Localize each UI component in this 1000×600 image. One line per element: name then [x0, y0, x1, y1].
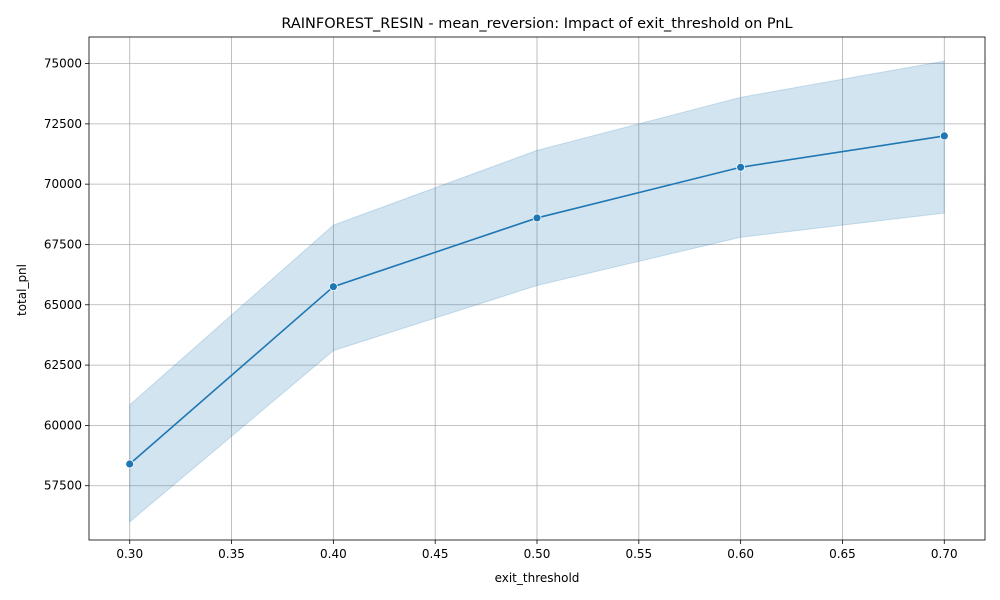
data-point [532, 213, 542, 223]
y-tick-label: 72500 [44, 117, 82, 131]
y-tick-label: 60000 [44, 418, 82, 432]
x-tick-label: 0.35 [218, 547, 245, 561]
x-tick-label: 0.55 [625, 547, 652, 561]
x-tick-label: 0.40 [320, 547, 347, 561]
y-ticks: 57500 60000 62500 65000 67500 70000 72500 75000 [44, 57, 89, 493]
data-point [736, 162, 746, 172]
y-tick-label: 57500 [44, 479, 82, 493]
y-tick-label: 62500 [44, 358, 82, 372]
data-point-layer [125, 131, 949, 469]
x-axis-label: exit_threshold [495, 571, 580, 585]
x-ticks: 0.30 0.35 0.40 0.45 0.50 0.55 0.60 0.65 0.70 [116, 540, 958, 561]
x-tick-label: 0.65 [829, 547, 856, 561]
data-point [939, 131, 949, 141]
y-tick-label: 75000 [44, 57, 82, 71]
y-axis-label: total_pnl [15, 264, 29, 316]
grid [89, 37, 985, 540]
confidence-band [129, 60, 945, 523]
y-tick-label: 70000 [44, 177, 82, 191]
x-tick-label: 0.30 [116, 547, 143, 561]
data-point [125, 459, 135, 469]
x-tick-label: 0.50 [524, 547, 551, 561]
y-tick-label: 67500 [44, 237, 82, 251]
x-tick-label: 0.70 [931, 547, 958, 561]
chart-title: RAINFOREST_RESIN - mean_reversion: Impac… [281, 16, 792, 32]
y-tick-label: 65000 [44, 298, 82, 312]
data-point [328, 282, 338, 292]
x-tick-label: 0.60 [727, 547, 754, 561]
x-tick-label: 0.45 [422, 547, 449, 561]
confidence-band-layer [129, 60, 945, 523]
